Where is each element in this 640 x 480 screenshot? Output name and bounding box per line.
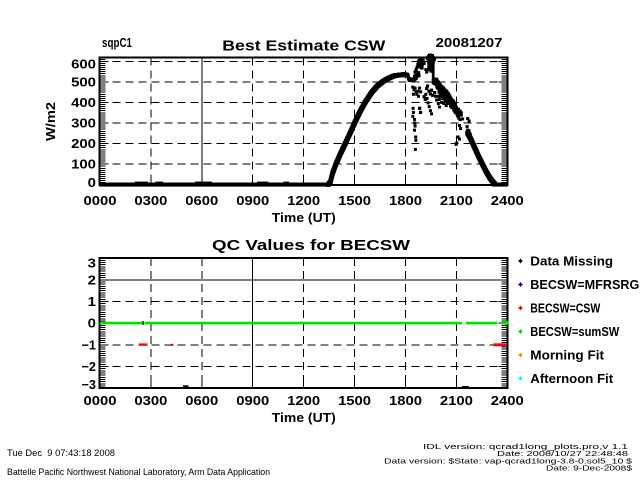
svg-text:0900: 0900 (236, 393, 269, 408)
svg-text:0: 0 (88, 175, 96, 190)
svg-text:BECSW=MFRSRG: BECSW=MFRSRG (530, 277, 639, 292)
svg-text:Data version: $State: vap-qcra: Data version: $State: vap-qcrad1long-3.8… (384, 457, 632, 466)
svg-text:0: 0 (88, 316, 96, 331)
svg-text:0300: 0300 (134, 393, 167, 408)
svg-text:−3: −3 (82, 377, 97, 392)
svg-text:300: 300 (71, 115, 96, 130)
svg-text:400: 400 (71, 95, 96, 110)
svg-text:2: 2 (88, 272, 96, 287)
svg-text:−2: −2 (82, 359, 97, 374)
svg-text:0900: 0900 (236, 193, 269, 208)
svg-text:W/m2: W/m2 (43, 102, 58, 141)
svg-text:Tue Dec 9 07:43:18 2008: Tue Dec 9 07:43:18 2008 (7, 448, 115, 459)
svg-text:1200: 1200 (287, 193, 320, 208)
svg-text:0600: 0600 (185, 393, 218, 408)
svg-text:Time (UT): Time (UT) (272, 410, 336, 425)
svg-text:1800: 1800 (389, 393, 422, 408)
svg-text:BECSW=sumSW: BECSW=sumSW (530, 324, 620, 339)
svg-text:1500: 1500 (338, 393, 371, 408)
svg-text:−1: −1 (82, 337, 97, 352)
svg-text:1200: 1200 (287, 393, 320, 408)
svg-text:20081207: 20081207 (436, 35, 503, 50)
svg-text:Date: 9-Dec-2008$: Date: 9-Dec-2008$ (546, 464, 632, 473)
svg-text:1500: 1500 (338, 193, 371, 208)
svg-text:2100: 2100 (440, 393, 473, 408)
svg-text:3: 3 (88, 256, 96, 271)
svg-text:2400: 2400 (491, 393, 524, 408)
svg-text:Best Estimate CSW: Best Estimate CSW (222, 39, 385, 55)
svg-text:sqpC1: sqpC1 (102, 35, 132, 50)
svg-text:Afternoon Fit: Afternoon Fit (530, 371, 613, 386)
svg-text:0000: 0000 (84, 393, 117, 408)
svg-text:200: 200 (71, 136, 96, 151)
svg-text:0600: 0600 (185, 193, 218, 208)
svg-text:QC Values for BECSW: QC Values for BECSW (212, 238, 410, 254)
svg-text:600: 600 (71, 56, 96, 71)
svg-text:BECSW=CSW: BECSW=CSW (530, 300, 601, 315)
svg-text:Morning Fit: Morning Fit (530, 347, 604, 362)
svg-text:Data Missing: Data Missing (530, 253, 613, 268)
svg-text:2100: 2100 (440, 193, 473, 208)
svg-text:Date: 2008/10/27 22:48:48: Date: 2008/10/27 22:48:48 (497, 449, 628, 458)
svg-text:100: 100 (71, 157, 96, 172)
svg-text:500: 500 (71, 74, 96, 89)
svg-text:2400: 2400 (491, 193, 524, 208)
svg-text:1800: 1800 (389, 193, 422, 208)
svg-text:0000: 0000 (84, 193, 117, 208)
svg-text:0300: 0300 (134, 193, 167, 208)
svg-text:Battelle Pacific Northwest Nat: Battelle Pacific Northwest National Labo… (7, 467, 270, 478)
svg-text:IDL version: qcrad1long_plots.: IDL version: qcrad1long_plots.pro,v 1.1 (423, 442, 628, 451)
svg-text:1: 1 (88, 294, 96, 309)
svg-text:Time (UT): Time (UT) (272, 210, 336, 225)
